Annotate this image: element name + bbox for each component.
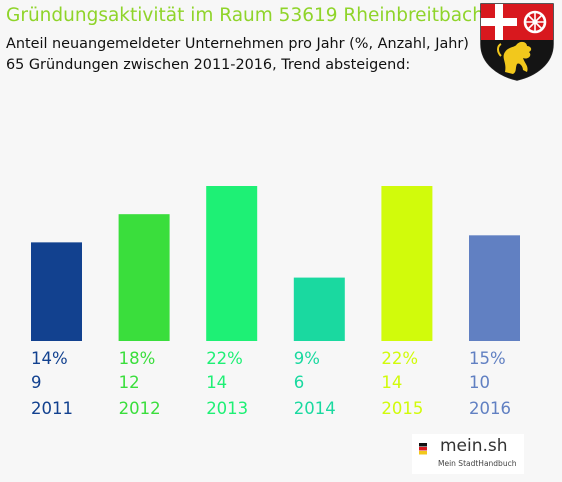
percent-label-2014: 9% [294,349,320,368]
chart-summary: 65 Gründungen zwischen 2011-2016, Trend … [6,57,411,73]
bar-2012 [118,214,170,341]
bar-2013 [206,186,258,341]
bar-2011 [31,242,82,341]
count-label-2014: 6 [294,373,305,392]
bar-2015 [381,186,433,341]
count-label-2016: 10 [469,373,490,392]
year-label-2013: 2013 [206,399,248,418]
logo-tagline: Mein StadtHandbuch [438,459,517,468]
percent-label-2015: 22% [381,349,418,368]
mein-sh-logo-icon [412,434,524,474]
bar-2016 [469,235,520,341]
percent-label-2013: 22% [206,349,243,368]
percent-label-2016: 15% [469,349,506,368]
year-label-2012: 2012 [119,399,161,418]
coat-of-arms-icon [480,3,554,81]
percent-label-2012: 18% [119,349,156,368]
percent-label-2011: 14% [31,349,68,368]
year-label-2014: 2014 [294,399,336,418]
year-label-2011: 2011 [31,399,73,418]
count-label-2012: 12 [119,373,140,392]
count-label-2013: 14 [206,373,227,392]
bar-2014 [293,277,345,341]
chart-subtitle: Anteil neuangemeldeter Unternehmen pro J… [6,36,469,52]
count-label-2015: 14 [381,373,402,392]
count-label-2011: 9 [31,373,42,392]
logo-name: mein.sh [440,436,508,456]
year-label-2016: 2016 [469,399,511,418]
chart-title: Gründungsaktivität im Raum 53619 Rheinbr… [6,5,484,26]
year-label-2015: 2015 [381,399,423,418]
